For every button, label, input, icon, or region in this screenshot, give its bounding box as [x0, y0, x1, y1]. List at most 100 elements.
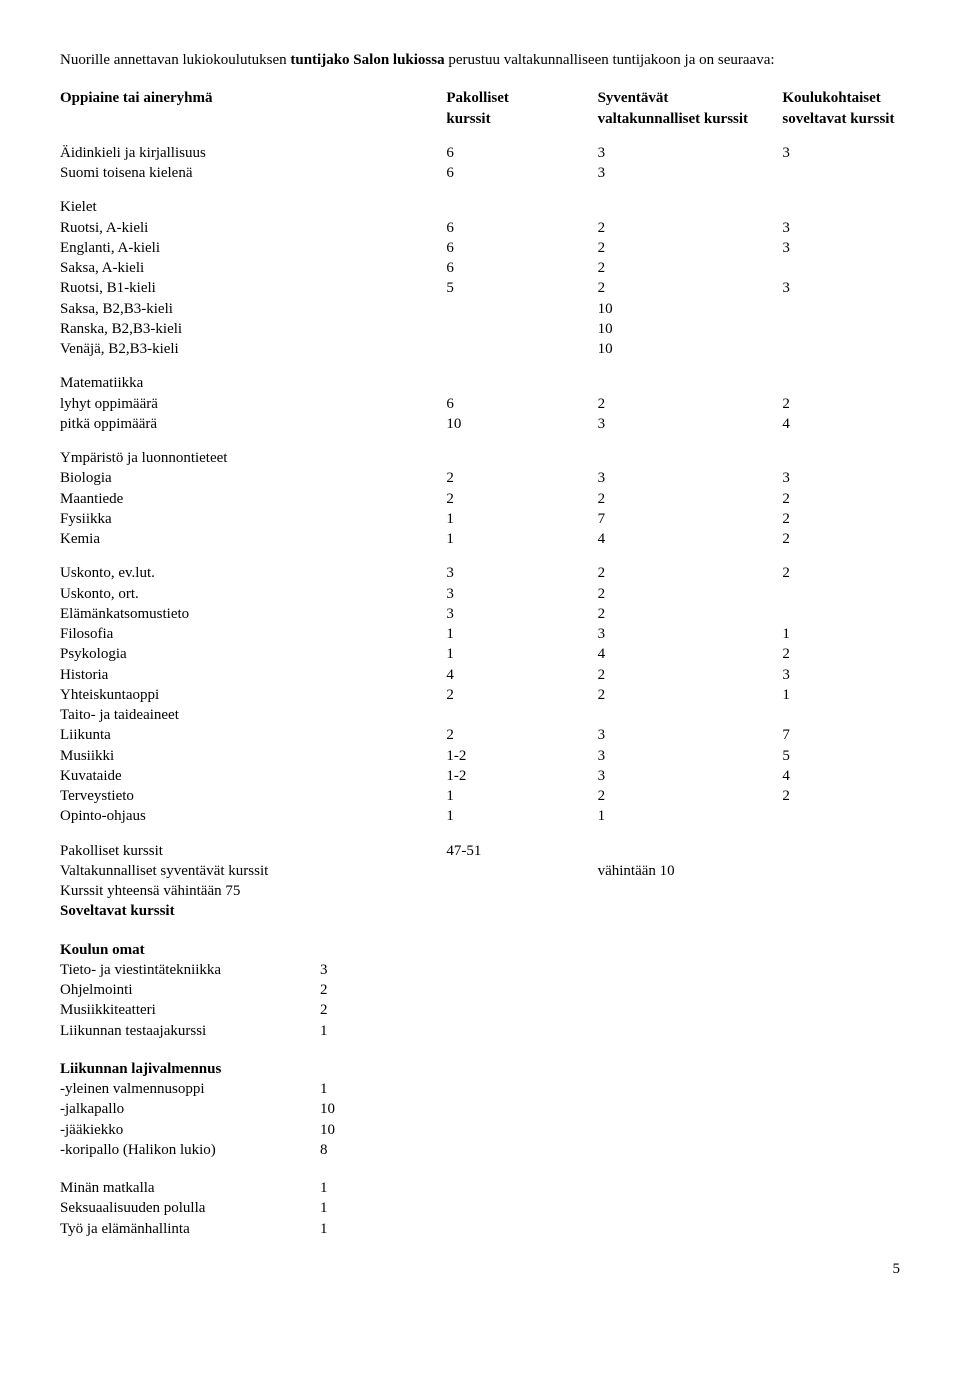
- table-cell: 3: [446, 563, 597, 583]
- table-cell: 3: [598, 725, 783, 745]
- table-row: Venäjä, B2,B3-kieli10: [60, 339, 900, 359]
- table-row: Suomi toisena kielenä63: [60, 163, 900, 183]
- table-cell: 1: [446, 786, 597, 806]
- list-item: Musiikkiteatteri2: [60, 1000, 900, 1020]
- header-koulukohtaiset: Koulukohtaiset: [782, 88, 900, 108]
- loppu-section: Minän matkalla1Seksuaalisuuden polulla1T…: [60, 1178, 900, 1239]
- table-cell: 3: [782, 143, 900, 163]
- table-cell: [782, 258, 900, 278]
- matematiikka-title: Matematiikka: [60, 373, 446, 393]
- table-cell: 2: [598, 258, 783, 278]
- table-row: Psykologia142: [60, 644, 900, 664]
- table-cell: 3: [782, 468, 900, 488]
- table-cell: Ranska, B2,B3-kieli: [60, 319, 446, 339]
- table-cell: [782, 861, 900, 881]
- table-cell: 1: [782, 685, 900, 705]
- table-cell: Maantiede: [60, 489, 446, 509]
- list-label: Työ ja elämänhallinta: [60, 1219, 320, 1239]
- table-cell: Englanti, A-kieli: [60, 238, 446, 258]
- page-number: 5: [60, 1259, 900, 1279]
- table-cell: 4: [598, 644, 783, 664]
- table-row: Liikunta237: [60, 725, 900, 745]
- table-cell: Psykologia: [60, 644, 446, 664]
- table-row: Englanti, A-kieli623: [60, 238, 900, 258]
- table-cell: 7: [782, 725, 900, 745]
- table-cell: 7: [598, 509, 783, 529]
- table-cell: 6: [446, 163, 597, 183]
- table-cell: 10: [598, 319, 783, 339]
- table-cell: 2: [782, 394, 900, 414]
- table-cell: 2: [598, 489, 783, 509]
- table-cell: 3: [782, 238, 900, 258]
- table-cell: 10: [598, 339, 783, 359]
- table-cell: Taito- ja taideaineet: [60, 705, 446, 725]
- table-cell: [782, 319, 900, 339]
- table-cell: [782, 881, 900, 901]
- table-cell: 2: [782, 509, 900, 529]
- table-cell: [782, 806, 900, 826]
- table-cell: vähintään 10: [598, 861, 783, 881]
- table-row: Taito- ja taideaineet: [60, 705, 900, 725]
- table-row: Uskonto, ev.lut.322: [60, 563, 900, 583]
- table-cell: Kemia: [60, 529, 446, 549]
- table-row: Kurssit yhteensä vähintään 75: [60, 881, 900, 901]
- table-row: Pakolliset kurssit47-51: [60, 841, 900, 861]
- table-cell: pitkä oppimäärä: [60, 414, 446, 434]
- table-row: Saksa, A-kieli62: [60, 258, 900, 278]
- table-cell: Uskonto, ort.: [60, 584, 446, 604]
- table-cell: 3: [782, 218, 900, 238]
- table-cell: [782, 841, 900, 861]
- table-cell: [782, 705, 900, 725]
- table-cell: Pakolliset kurssit: [60, 841, 446, 861]
- koulun-omat-title: Koulun omat: [60, 940, 900, 960]
- table-cell: [782, 299, 900, 319]
- table-cell: 47-51: [446, 841, 597, 861]
- table-cell: Musiikki: [60, 746, 446, 766]
- table-row: pitkä oppimäärä1034: [60, 414, 900, 434]
- table-cell: 4: [598, 529, 783, 549]
- table-cell: 2: [782, 644, 900, 664]
- table-cell: Terveystieto: [60, 786, 446, 806]
- header-pakolliset: Pakolliset: [446, 88, 597, 108]
- table-header-row-1: Oppiaine tai aineryhmä Pakolliset Syvent…: [60, 88, 900, 108]
- table-cell: 1-2: [446, 766, 597, 786]
- header-kurssit: kurssit: [446, 109, 597, 129]
- table-cell: 2: [782, 489, 900, 509]
- table-cell: 2: [598, 584, 783, 604]
- table-row: Musiikki1-235: [60, 746, 900, 766]
- intro-paragraph: Nuorille annettavan lukiokoulutuksen tun…: [60, 50, 900, 70]
- table-cell: [782, 604, 900, 624]
- list-value: 3: [320, 960, 328, 980]
- table-cell: 2: [598, 563, 783, 583]
- table-cell: [446, 319, 597, 339]
- list-label: Ohjelmointi: [60, 980, 320, 1000]
- table-cell: 1: [782, 624, 900, 644]
- table-cell: [446, 861, 597, 881]
- table-cell: Kuvataide: [60, 766, 446, 786]
- table-cell: Uskonto, ev.lut.: [60, 563, 446, 583]
- list-item: Työ ja elämänhallinta1: [60, 1219, 900, 1239]
- table-cell: 2: [598, 394, 783, 414]
- list-label: -koripallo (Halikon lukio): [60, 1140, 320, 1160]
- table-cell: 4: [446, 665, 597, 685]
- list-value: 1: [320, 1079, 328, 1099]
- table-cell: 3: [782, 665, 900, 685]
- table-cell: 2: [598, 604, 783, 624]
- table-cell: 3: [598, 746, 783, 766]
- table-cell: [446, 705, 597, 725]
- list-value: 1: [320, 1178, 328, 1198]
- tuntijako-table: Oppiaine tai aineryhmä Pakolliset Syvent…: [60, 88, 900, 921]
- table-cell: 6: [446, 394, 597, 414]
- table-cell: Filosofia: [60, 624, 446, 644]
- table-cell: Äidinkieli ja kirjallisuus: [60, 143, 446, 163]
- table-cell: 1: [446, 509, 597, 529]
- table-row: Ruotsi, A-kieli623: [60, 218, 900, 238]
- table-row: Ruotsi, B1-kieli523: [60, 278, 900, 298]
- table-cell: Valtakunnalliset syventävät kurssit: [60, 861, 446, 881]
- list-item: -jääkiekko10: [60, 1120, 900, 1140]
- list-label: Minän matkalla: [60, 1178, 320, 1198]
- table-cell: Liikunta: [60, 725, 446, 745]
- table-cell: 1: [598, 806, 783, 826]
- table-row: Elämänkatsomustieto32: [60, 604, 900, 624]
- header-valtak: valtakunnalliset kurssit: [598, 109, 783, 129]
